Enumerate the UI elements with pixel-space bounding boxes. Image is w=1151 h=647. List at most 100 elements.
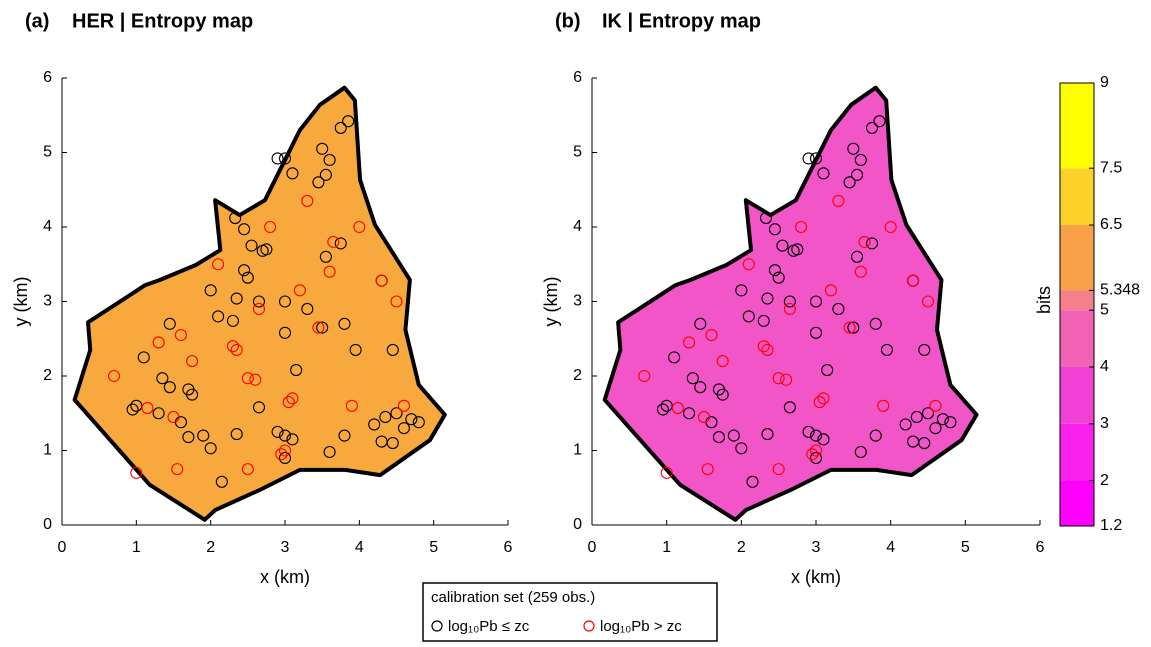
sample-point	[301, 194, 314, 207]
sample-point	[918, 436, 931, 450]
sample-point	[230, 292, 243, 305]
x-tick-label: 5	[961, 539, 970, 556]
sample-point	[757, 340, 770, 353]
sample-point	[286, 433, 299, 446]
x-tick-label: 6	[1036, 539, 1045, 556]
sample-point	[323, 445, 336, 459]
sample-point	[809, 451, 823, 465]
sample-point	[137, 351, 150, 364]
sample-point	[877, 399, 890, 412]
sample-point	[397, 399, 410, 412]
sample-point	[809, 295, 823, 308]
panel-label: (b)	[555, 10, 581, 32]
sample-point	[156, 372, 169, 385]
sample-point	[694, 381, 707, 394]
sample-point	[668, 351, 681, 364]
sample-point	[342, 115, 355, 128]
sample-point	[686, 372, 699, 385]
sample-point	[278, 429, 292, 442]
sample-point	[316, 321, 329, 334]
sample-point	[386, 436, 399, 450]
colorbar-tick-label: 5	[1100, 301, 1109, 318]
sample-point	[683, 407, 696, 420]
sample-point	[638, 369, 651, 383]
sample-point	[130, 399, 143, 412]
sample-point	[278, 451, 292, 465]
legend-title: calibration set (259 obs.)	[431, 589, 595, 606]
sample-point	[761, 292, 774, 305]
sample-point	[817, 392, 830, 405]
y-tick-label: 4	[573, 218, 582, 235]
sample-point	[712, 431, 725, 444]
sample-point	[780, 373, 793, 386]
sample-point	[286, 392, 299, 405]
sample-point	[323, 265, 336, 278]
sample-point	[929, 399, 942, 412]
sample-point	[809, 326, 823, 339]
x-tick-label: 0	[588, 539, 597, 556]
sample-point	[660, 466, 673, 479]
sample-point	[929, 422, 942, 435]
sample-point	[907, 274, 920, 287]
colorbar-band	[1060, 366, 1094, 424]
sample-point	[772, 271, 785, 284]
sample-point	[390, 407, 403, 420]
sample-point	[334, 121, 347, 134]
sample-point	[167, 410, 180, 424]
sample-point	[854, 445, 867, 459]
sample-point	[212, 258, 225, 271]
sample-point	[182, 431, 195, 444]
colorbar-tick-label: 7.5	[1100, 159, 1122, 176]
x-axis-label: x (km)	[791, 567, 841, 587]
x-tick-label: 2	[206, 539, 215, 556]
sample-point	[368, 418, 381, 431]
colorbar-band	[1060, 224, 1094, 291]
y-tick-label: 1	[43, 442, 52, 459]
sample-point	[163, 317, 176, 330]
sample-point	[163, 381, 176, 394]
sample-point	[204, 284, 217, 297]
sample-point	[832, 194, 845, 207]
legend-box	[422, 582, 718, 642]
sample-point	[278, 326, 292, 339]
sample-point	[126, 403, 139, 416]
sample-point	[683, 336, 696, 349]
sample-point	[312, 176, 325, 189]
sample-point	[865, 237, 879, 250]
y-tick-label: 5	[573, 144, 582, 161]
sample-point	[869, 317, 882, 330]
sample-point	[215, 475, 228, 488]
x-tick-label: 1	[132, 539, 141, 556]
sample-point	[186, 388, 199, 401]
sample-point	[746, 475, 759, 488]
sample-point	[286, 167, 299, 180]
sample-point	[802, 425, 815, 438]
colorbar-frame	[1059, 82, 1095, 527]
sample-point	[759, 212, 773, 225]
sample-point	[806, 448, 819, 461]
x-tick-label: 4	[886, 539, 895, 556]
sample-point	[204, 442, 217, 455]
x-tick-label: 4	[355, 539, 364, 556]
sample-point	[278, 152, 292, 165]
sample-point	[671, 401, 684, 415]
y-tick-label: 3	[43, 293, 52, 310]
sample-point	[656, 403, 669, 416]
legend-label: log₁₀Pb ≤ zc	[448, 618, 530, 635]
sample-point	[742, 310, 755, 323]
y-tick-label: 0	[43, 516, 52, 533]
x-tick-label: 0	[58, 539, 67, 556]
sample-point	[757, 314, 770, 327]
sample-point	[252, 401, 266, 414]
sample-point	[742, 258, 755, 271]
sample-point	[386, 343, 399, 356]
y-tick-label: 2	[43, 367, 52, 384]
sample-point	[783, 401, 796, 414]
y-tick-label: 6	[43, 69, 52, 86]
sample-point	[783, 295, 796, 308]
sample-point	[252, 295, 266, 308]
sample-point	[249, 373, 262, 386]
sample-point	[936, 413, 949, 426]
chart-title: IK | Entropy map	[602, 10, 761, 32]
